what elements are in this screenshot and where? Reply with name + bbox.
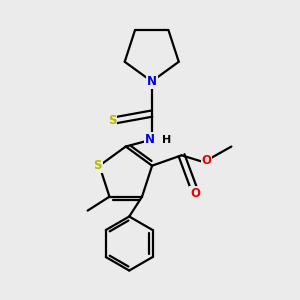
Text: O: O: [202, 154, 212, 167]
Text: N: N: [145, 133, 155, 146]
Text: S: S: [108, 114, 116, 127]
Text: H: H: [162, 135, 171, 145]
Text: S: S: [93, 159, 102, 172]
Text: N: N: [147, 75, 157, 88]
Text: O: O: [190, 187, 200, 200]
